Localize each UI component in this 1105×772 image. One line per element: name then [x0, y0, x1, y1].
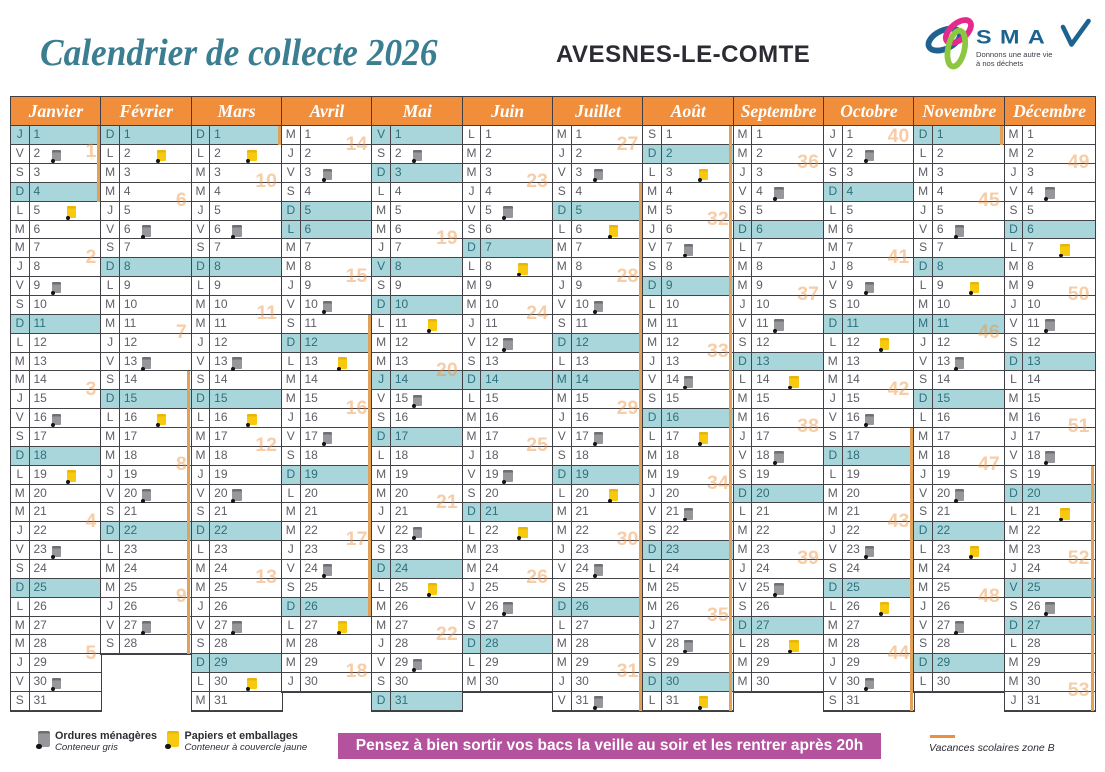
- svg-text:SMA: SMA: [976, 26, 1053, 48]
- svg-text:Donnons une autre vie: Donnons une autre vie: [976, 50, 1052, 59]
- svg-text:à nos déchets: à nos déchets: [976, 59, 1023, 68]
